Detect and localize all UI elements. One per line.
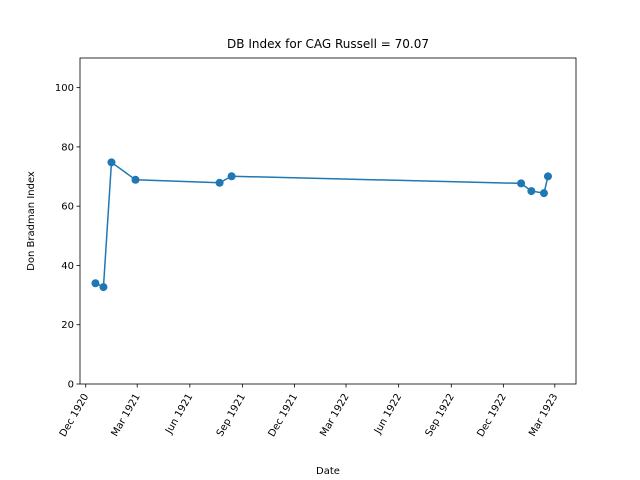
series-line	[95, 161, 549, 288]
data-point	[527, 187, 536, 196]
data-point	[543, 172, 552, 181]
plot-frame	[79, 57, 577, 385]
y-tick-label: 20	[61, 320, 74, 331]
data-point	[517, 179, 526, 188]
y-tick-label: 100	[55, 83, 74, 94]
data-point	[107, 158, 116, 167]
y-tick-label: 40	[61, 261, 74, 272]
data-point	[215, 178, 224, 187]
data-point	[131, 175, 140, 184]
y-tick-label: 0	[68, 380, 74, 391]
data-point	[539, 189, 548, 198]
y-axis-title: Don Bradman Index	[26, 171, 37, 271]
data-point	[227, 172, 236, 181]
data-point	[99, 283, 108, 292]
y-tick-label: 80	[61, 142, 74, 153]
y-tick-label: 60	[61, 202, 74, 213]
data-point	[91, 279, 100, 288]
x-axis-title: Date	[316, 466, 340, 477]
chart-title: DB Index for CAG Russell = 70.07	[227, 37, 429, 51]
